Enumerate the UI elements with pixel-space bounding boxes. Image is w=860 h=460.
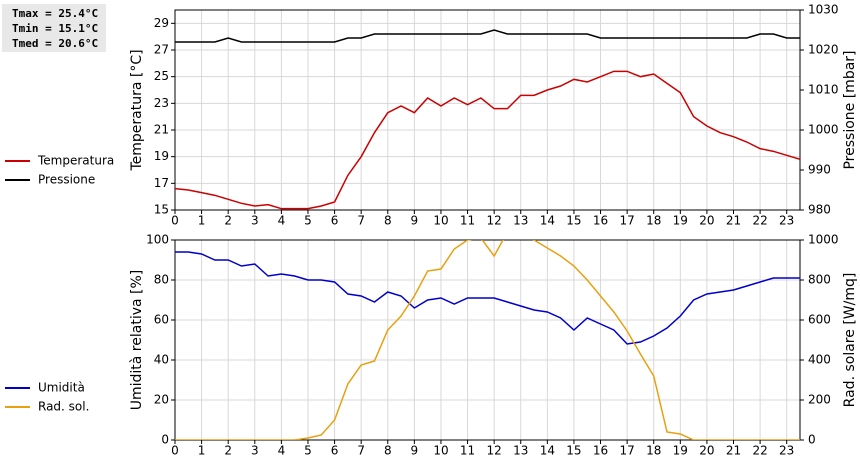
x-tick-label: 18 [646, 444, 661, 458]
x-tick-label: 7 [357, 444, 365, 458]
annotation: Tmax = 25.4°C [12, 7, 98, 20]
x-tick-label: 5 [304, 214, 312, 228]
x-tick-label: 12 [487, 214, 502, 228]
annotation: Tmin = 15.1°C [12, 22, 98, 35]
x-tick-label: 16 [593, 214, 608, 228]
x-tick-label: 20 [699, 214, 714, 228]
legend-label: Umidità [38, 381, 85, 395]
x-tick-label: 13 [513, 444, 528, 458]
x-tick-label: 1 [198, 444, 206, 458]
y-tick-label: 100 [146, 233, 169, 247]
x-tick-label: 22 [752, 444, 767, 458]
y2-tick-label: 400 [808, 353, 831, 367]
stats-box [2, 4, 106, 52]
y2-tick-label: 800 [808, 273, 831, 287]
y2-axis-label: Rad. solare [W/mq] [842, 273, 858, 408]
y-tick-label: 80 [154, 273, 169, 287]
y2-tick-label: 0 [808, 433, 816, 447]
x-tick-label: 0 [171, 444, 179, 458]
x-tick-label: 4 [278, 444, 286, 458]
x-tick-label: 8 [384, 214, 392, 228]
legend-label: Rad. sol. [38, 400, 89, 414]
x-tick-label: 18 [646, 214, 661, 228]
y-tick-label: 15 [154, 203, 169, 217]
x-tick-label: 19 [673, 214, 688, 228]
y-axis-label: Temperatura [°C] [129, 49, 145, 171]
plot-frame [174, 9, 801, 211]
y2-tick-label: 600 [808, 313, 831, 327]
x-tick-label: 21 [726, 444, 741, 458]
x-tick-label: 10 [433, 214, 448, 228]
y-tick-label: 23 [154, 96, 169, 110]
y-tick-label: 25 [154, 69, 169, 83]
x-tick-label: 17 [619, 444, 634, 458]
x-tick-label: 2 [224, 214, 232, 228]
y2-tick-label: 200 [808, 393, 831, 407]
annotation: Tmed = 20.6°C [12, 37, 98, 50]
y2-axis-label: Pressione [mbar] [842, 50, 858, 169]
x-tick-label: 23 [779, 444, 794, 458]
y-tick-label: 20 [154, 393, 169, 407]
x-tick-label: 2 [224, 444, 232, 458]
x-tick-label: 0 [171, 214, 179, 228]
x-tick-label: 20 [699, 444, 714, 458]
y2-tick-label: 1000 [808, 123, 839, 137]
y-tick-label: 29 [154, 16, 169, 30]
x-tick-label: 16 [593, 444, 608, 458]
x-tick-label: 14 [540, 444, 555, 458]
x-tick-label: 19 [673, 444, 688, 458]
y-tick-label: 17 [154, 176, 169, 190]
x-tick-label: 13 [513, 214, 528, 228]
y2-tick-label: 1030 [808, 3, 839, 17]
x-tick-label: 17 [619, 214, 634, 228]
x-tick-label: 9 [411, 444, 419, 458]
x-tick-label: 3 [251, 444, 259, 458]
series-line [175, 29, 800, 43]
y-tick-label: 27 [154, 43, 169, 57]
x-tick-label: 6 [331, 214, 339, 228]
x-tick-label: 14 [540, 214, 555, 228]
y2-tick-label: 1000 [808, 233, 839, 247]
y-axis-label: Umidità relativa [%] [129, 270, 145, 411]
x-tick-label: 6 [331, 444, 339, 458]
x-tick-label: 22 [752, 214, 767, 228]
series-line [175, 251, 800, 345]
x-tick-label: 23 [779, 214, 794, 228]
x-tick-label: 10 [433, 444, 448, 458]
series-line [175, 240, 800, 440]
x-tick-label: 15 [566, 214, 581, 228]
y2-tick-label: 1020 [808, 43, 839, 57]
x-tick-label: 3 [251, 214, 259, 228]
series-line [175, 70, 800, 210]
x-tick-label: 11 [460, 214, 475, 228]
x-tick-label: 9 [411, 214, 419, 228]
plot-frame [174, 239, 801, 441]
x-tick-label: 8 [384, 444, 392, 458]
y-tick-label: 19 [154, 149, 169, 163]
x-tick-label: 4 [278, 214, 286, 228]
x-tick-label: 12 [487, 444, 502, 458]
x-tick-label: 21 [726, 214, 741, 228]
y-tick-label: 60 [154, 313, 169, 327]
y-tick-label: 0 [161, 433, 169, 447]
y2-tick-label: 980 [808, 203, 831, 217]
x-tick-label: 5 [304, 444, 312, 458]
legend-label: Temperatura [37, 154, 114, 168]
y-tick-label: 21 [154, 123, 169, 137]
x-tick-label: 11 [460, 444, 475, 458]
x-tick-label: 15 [566, 444, 581, 458]
y2-tick-label: 1010 [808, 83, 839, 97]
y-tick-label: 40 [154, 353, 169, 367]
x-tick-label: 1 [198, 214, 206, 228]
y2-tick-label: 990 [808, 163, 831, 177]
legend-label: Pressione [38, 173, 95, 187]
x-tick-label: 7 [357, 214, 365, 228]
